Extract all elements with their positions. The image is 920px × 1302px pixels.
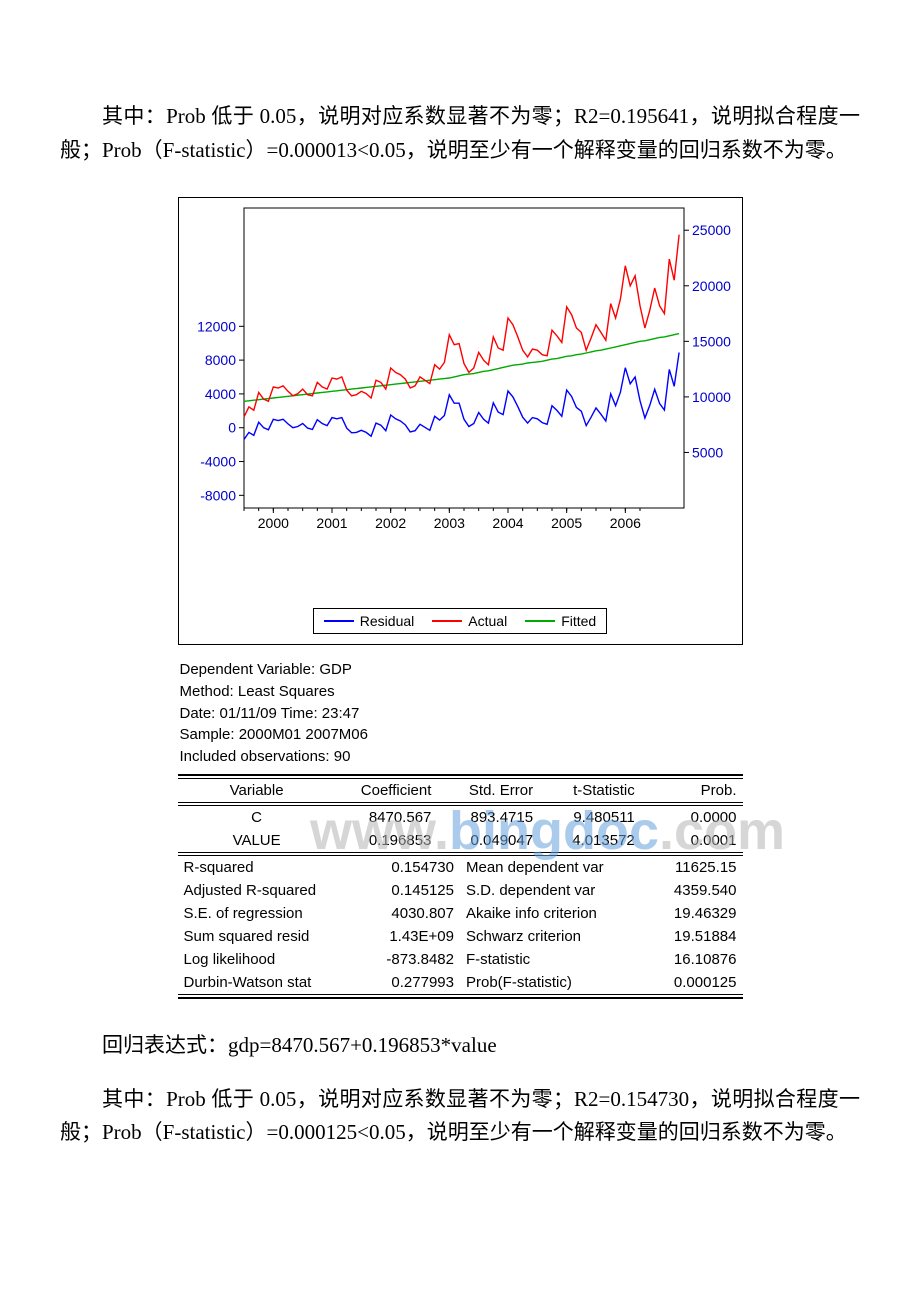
svg-text:2001: 2001: [316, 515, 347, 531]
svg-text:5000: 5000: [692, 445, 723, 461]
svg-text:15000: 15000: [692, 334, 731, 350]
legend-actual-label: Actual: [468, 613, 507, 629]
header-line: Date: 01/11/09 Time: 23:47: [180, 703, 741, 725]
table-row: C8470.567893.47159.4805110.0000: [178, 806, 743, 829]
table-header-row: Variable Coefficient Std. Error t-Statis…: [178, 779, 743, 802]
table-row: R-squared0.154730Mean dependent var11625…: [178, 856, 743, 879]
header-line: Sample: 2000M01 2007M06: [180, 724, 741, 746]
col-variable: Variable: [178, 779, 336, 802]
svg-text:0: 0: [228, 420, 236, 436]
eviews-output: Dependent Variable: GDP Method: Least Sq…: [178, 655, 743, 999]
svg-text:10000: 10000: [692, 389, 731, 405]
header-line: Included observations: 90: [180, 746, 741, 768]
svg-text:8000: 8000: [204, 352, 235, 368]
eviews-header: Dependent Variable: GDP Method: Least Sq…: [178, 655, 743, 774]
svg-text:2004: 2004: [492, 515, 523, 531]
coef-table-body: C8470.567893.47159.4805110.0000VALUE0.19…: [178, 806, 743, 852]
col-coef: Coefficient: [336, 779, 438, 802]
stats-table: R-squared0.154730Mean dependent var11625…: [178, 856, 743, 994]
svg-text:2002: 2002: [375, 515, 406, 531]
svg-text:25000: 25000: [692, 222, 731, 238]
svg-text:2000: 2000: [257, 515, 288, 531]
svg-text:-4000: -4000: [200, 454, 236, 470]
legend-fitted-label: Fitted: [561, 613, 596, 629]
svg-text:2005: 2005: [551, 515, 582, 531]
coef-table: Variable Coefficient Std. Error t-Statis…: [178, 779, 743, 802]
legend-actual: Actual: [432, 613, 507, 629]
table-row: Adjusted R-squared0.145125S.D. dependent…: [178, 879, 743, 902]
paragraph-2: 其中：Prob 低于 0.05，说明对应系数显著不为零；R2=0.154730，…: [60, 1083, 860, 1150]
table-row: Sum squared resid1.43E+09Schwarz criteri…: [178, 925, 743, 948]
table-row: Log likelihood-873.8482F-statistic16.108…: [178, 948, 743, 971]
col-stderr: Std. Error: [437, 779, 539, 802]
legend-residual-label: Residual: [360, 613, 414, 629]
svg-text:-8000: -8000: [200, 488, 236, 504]
header-line: Dependent Variable: GDP: [180, 659, 741, 681]
svg-text:4000: 4000: [204, 386, 235, 402]
paragraph-1: 其中：Prob 低于 0.05，说明对应系数显著不为零；R2=0.195641，…: [60, 100, 860, 167]
table-row: S.E. of regression4030.807Akaike info cr…: [178, 902, 743, 925]
col-tstat: t-Statistic: [539, 779, 641, 802]
svg-text:12000: 12000: [197, 318, 236, 334]
col-prob: Prob.: [641, 779, 743, 802]
table-row: Durbin-Watson stat0.277993Prob(F-statist…: [178, 971, 743, 994]
header-line: Method: Least Squares: [180, 681, 741, 703]
chart-legend: Residual Actual Fitted: [179, 602, 742, 644]
table-row: VALUE0.1968530.0490474.0135720.0001: [178, 829, 743, 852]
document-body: 其中：Prob 低于 0.05，说明对应系数显著不为零；R2=0.195641，…: [60, 100, 860, 1150]
regression-expression: 回归表达式：gdp=8470.567+0.196853*value: [60, 1029, 860, 1063]
eviews-chart: 25000 20000 15000 10000 5000 12000 8000 4000 0 -4…: [178, 197, 743, 645]
svg-text:2003: 2003: [433, 515, 464, 531]
legend-fitted: Fitted: [525, 613, 596, 629]
svg-text:2006: 2006: [609, 515, 640, 531]
legend-residual: Residual: [324, 613, 414, 629]
svg-text:20000: 20000: [692, 278, 731, 294]
